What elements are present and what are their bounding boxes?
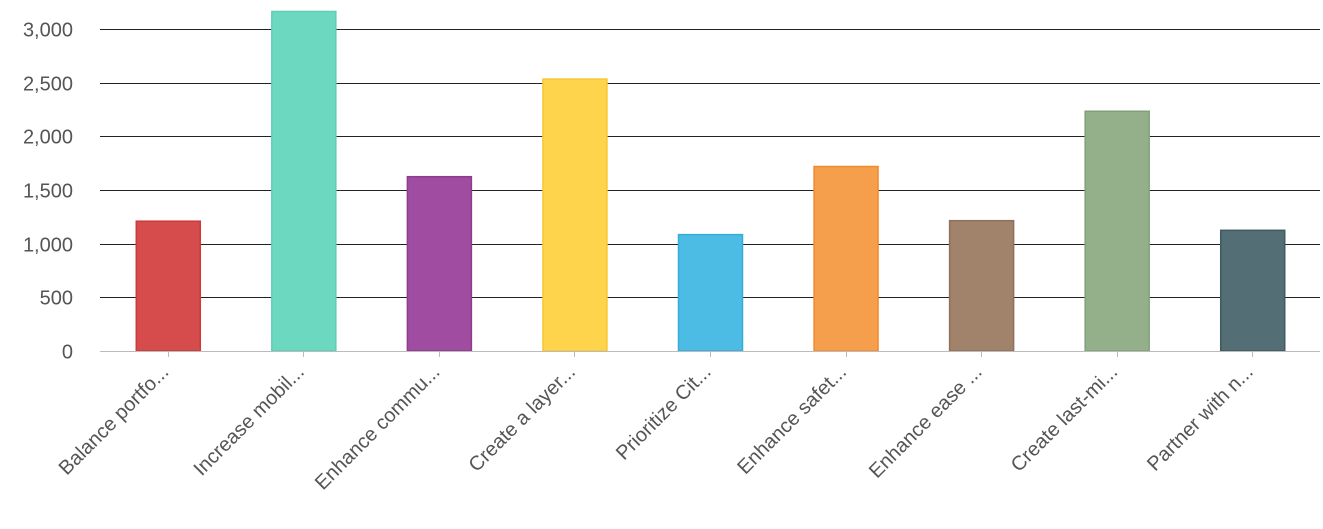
bars bbox=[135, 10, 1286, 352]
x-category-label: Create a layer... bbox=[465, 361, 580, 476]
x-category-label: Prioritize Cit... bbox=[612, 361, 716, 465]
bar bbox=[542, 78, 608, 352]
y-tick-label: 500 bbox=[40, 288, 73, 310]
x-axis bbox=[100, 351, 1320, 357]
x-axis-category-labels: Balance portfo... Increase mobil... Enhanc… bbox=[55, 361, 1258, 494]
x-category-label: Enhance safet... bbox=[733, 361, 851, 479]
y-axis-tick-labels: 0 500 1,000 1,500 2,000 2,500 3,000 bbox=[23, 20, 73, 364]
y-tick-label: 1,500 bbox=[23, 181, 73, 203]
bar bbox=[406, 175, 473, 352]
bar bbox=[948, 219, 1015, 352]
y-tick-label: 0 bbox=[62, 342, 73, 364]
bar bbox=[135, 220, 202, 352]
x-category-label: Balance portfo... bbox=[55, 361, 174, 480]
x-category-label: Partner with n... bbox=[1143, 361, 1258, 476]
y-tick-label: 1,000 bbox=[23, 235, 73, 257]
y-tick-label: 3,000 bbox=[23, 20, 73, 42]
x-category-label: Increase mobil... bbox=[190, 361, 309, 480]
x-category-label: Create last-mi... bbox=[1007, 361, 1122, 476]
x-category-label: Enhance ease ... bbox=[865, 361, 987, 483]
y-tick-label: 2,500 bbox=[23, 74, 73, 96]
y-tick-label: 2,000 bbox=[23, 127, 73, 149]
bar bbox=[271, 10, 337, 352]
bar bbox=[677, 233, 744, 352]
x-category-label: Enhance commu... bbox=[311, 361, 444, 494]
bar bbox=[1219, 229, 1286, 352]
bar bbox=[813, 165, 879, 352]
bar bbox=[1084, 110, 1150, 352]
